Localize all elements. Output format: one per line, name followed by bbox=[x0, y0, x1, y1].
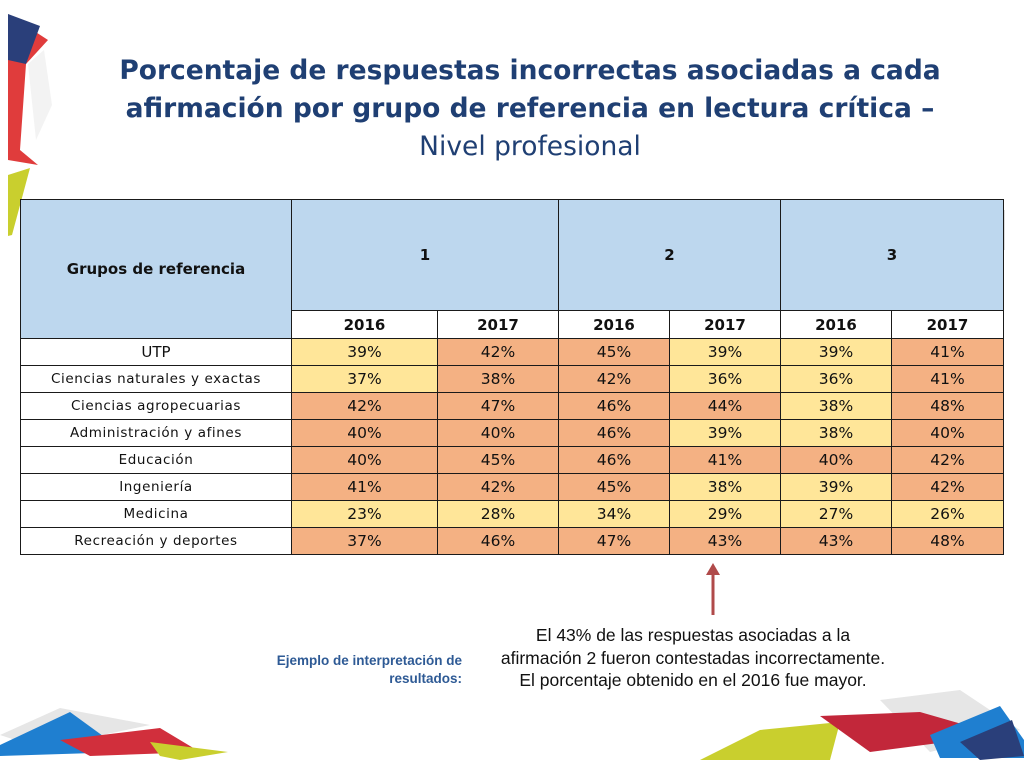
value-cell: 40% bbox=[437, 419, 559, 447]
navy-ribbon-shape bbox=[960, 720, 1024, 760]
value-cell: 26% bbox=[891, 500, 1004, 528]
year-header: 2016 bbox=[558, 310, 670, 339]
up-arrow-icon bbox=[706, 563, 720, 615]
title-bold-part: Porcentaje de respuestas incorrectas aso… bbox=[119, 55, 941, 124]
affirmation-header: 2 bbox=[558, 199, 781, 311]
value-cell: 41% bbox=[669, 446, 781, 474]
value-cell: 48% bbox=[891, 392, 1004, 420]
value-cell: 42% bbox=[437, 338, 559, 366]
value-cell: 29% bbox=[669, 500, 781, 528]
slide-title: Porcentaje de respuestas incorrectas aso… bbox=[90, 52, 970, 166]
interpretation-note: El 43% de las respuestas asociadas a la … bbox=[500, 625, 886, 690]
value-cell: 38% bbox=[437, 365, 559, 393]
olive-ribbon-shape bbox=[700, 722, 840, 760]
value-cell: 42% bbox=[891, 446, 1004, 474]
group-name-cell: Educación bbox=[20, 446, 292, 474]
year-header: 2017 bbox=[891, 310, 1004, 339]
value-cell: 46% bbox=[558, 392, 670, 420]
value-cell: 36% bbox=[669, 365, 781, 393]
year-header: 2017 bbox=[437, 310, 559, 339]
group-name-cell: Recreación y deportes bbox=[20, 527, 292, 555]
value-cell: 38% bbox=[669, 473, 781, 501]
value-cell: 47% bbox=[437, 392, 559, 420]
table-row: Ciencias agropecuarias 42% 47% 46% 44% 3… bbox=[20, 392, 1004, 420]
value-cell: 42% bbox=[891, 473, 1004, 501]
value-cell: 28% bbox=[437, 500, 559, 528]
value-cell: 39% bbox=[291, 338, 438, 366]
table-row: Administración y afines 40% 40% 46% 39% … bbox=[20, 419, 1004, 447]
groups-header: Grupos de referencia bbox=[20, 199, 292, 339]
value-cell: 46% bbox=[437, 527, 559, 555]
year-header: 2016 bbox=[291, 310, 438, 339]
table-row: Ingeniería 41% 42% 45% 38% 39% 42% bbox=[20, 473, 1004, 501]
value-cell: 40% bbox=[780, 446, 892, 474]
year-header: 2016 bbox=[780, 310, 892, 339]
red-ribbon-shape bbox=[820, 712, 1000, 752]
table-row: Educación 40% 45% 46% 41% 40% 42% bbox=[20, 446, 1004, 474]
value-cell: 34% bbox=[558, 500, 670, 528]
white-ribbon-shape bbox=[28, 50, 52, 140]
table-row: Recreación y deportes 37% 46% 47% 43% 43… bbox=[20, 527, 1004, 555]
group-name-cell: Ingeniería bbox=[20, 473, 292, 501]
value-cell: 39% bbox=[669, 419, 781, 447]
group-name-cell: Ciencias naturales y exactas bbox=[20, 365, 292, 393]
table-row: Medicina 23% 28% 34% 29% 27% 26% bbox=[20, 500, 1004, 528]
value-cell: 36% bbox=[780, 365, 892, 393]
value-cell: 45% bbox=[558, 473, 670, 501]
group-name-cell: Medicina bbox=[20, 500, 292, 528]
year-header: 2017 bbox=[669, 310, 781, 339]
value-cell: 42% bbox=[437, 473, 559, 501]
value-cell: 41% bbox=[291, 473, 438, 501]
value-cell: 40% bbox=[891, 419, 1004, 447]
table-header-row: Grupos de referencia 1 2 3 bbox=[20, 199, 1004, 339]
value-cell: 43% bbox=[780, 527, 892, 555]
olive-ribbon-shape bbox=[150, 742, 228, 760]
value-cell: 39% bbox=[780, 473, 892, 501]
group-name-cell: UTP bbox=[20, 338, 292, 366]
value-cell: 27% bbox=[780, 500, 892, 528]
edge-line-shape bbox=[1003, 210, 1005, 250]
value-cell: 45% bbox=[558, 338, 670, 366]
value-cell: 47% bbox=[558, 527, 670, 555]
group-name-cell: Ciencias agropecuarias bbox=[20, 392, 292, 420]
navy-ribbon-shape bbox=[8, 14, 40, 64]
value-cell: 43% bbox=[669, 527, 781, 555]
affirmation-header: 1 bbox=[291, 199, 559, 311]
year-header-row: 2016 2017 2016 2017 2016 2017 bbox=[21, 310, 1004, 339]
value-cell: 38% bbox=[780, 419, 892, 447]
value-cell: 37% bbox=[291, 527, 438, 555]
title-normal-part: Nivel profesional bbox=[419, 131, 641, 162]
table-row: Ciencias naturales y exactas 37% 38% 42%… bbox=[20, 365, 1004, 393]
value-cell: 42% bbox=[558, 365, 670, 393]
group-name-cell: Administración y afines bbox=[20, 419, 292, 447]
value-cell: 39% bbox=[669, 338, 781, 366]
value-cell: 45% bbox=[437, 446, 559, 474]
value-cell: 23% bbox=[291, 500, 438, 528]
value-cell: 44% bbox=[669, 392, 781, 420]
table-row: UTP 39% 42% 45% 39% 39% 41% bbox=[20, 338, 1004, 366]
value-cell: 39% bbox=[780, 338, 892, 366]
value-cell: 46% bbox=[558, 446, 670, 474]
olive-ribbon-shape bbox=[8, 168, 30, 236]
value-cell: 41% bbox=[891, 365, 1004, 393]
affirmation-header: 3 bbox=[780, 199, 1004, 311]
value-cell: 40% bbox=[291, 446, 438, 474]
results-table: Grupos de referencia 1 2 3 2016 2017 201… bbox=[20, 199, 1004, 555]
value-cell: 40% bbox=[291, 419, 438, 447]
value-cell: 46% bbox=[558, 419, 670, 447]
value-cell: 38% bbox=[780, 392, 892, 420]
example-label: Ejemplo de interpretación de resultados: bbox=[276, 653, 462, 686]
value-cell: 48% bbox=[891, 527, 1004, 555]
value-cell: 41% bbox=[891, 338, 1004, 366]
value-cell: 37% bbox=[291, 365, 438, 393]
value-cell: 42% bbox=[291, 392, 438, 420]
